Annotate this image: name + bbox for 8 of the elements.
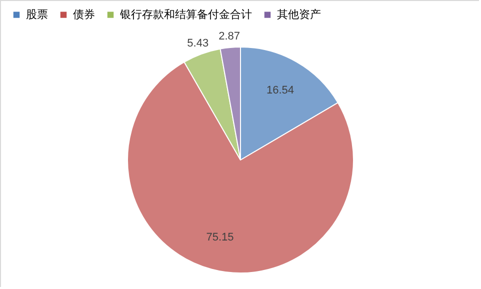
legend-label: 其他资产 (277, 8, 321, 21)
legend-label: 股票 (26, 8, 48, 21)
data-label: 2.87 (218, 30, 240, 43)
legend-label: 债券 (73, 8, 95, 21)
data-label: 5.43 (187, 38, 209, 50)
data-label: 16.54 (266, 84, 294, 97)
legend-label: 银行存款和结算备付金合计 (119, 8, 252, 21)
data-label: 75.15 (206, 231, 234, 244)
